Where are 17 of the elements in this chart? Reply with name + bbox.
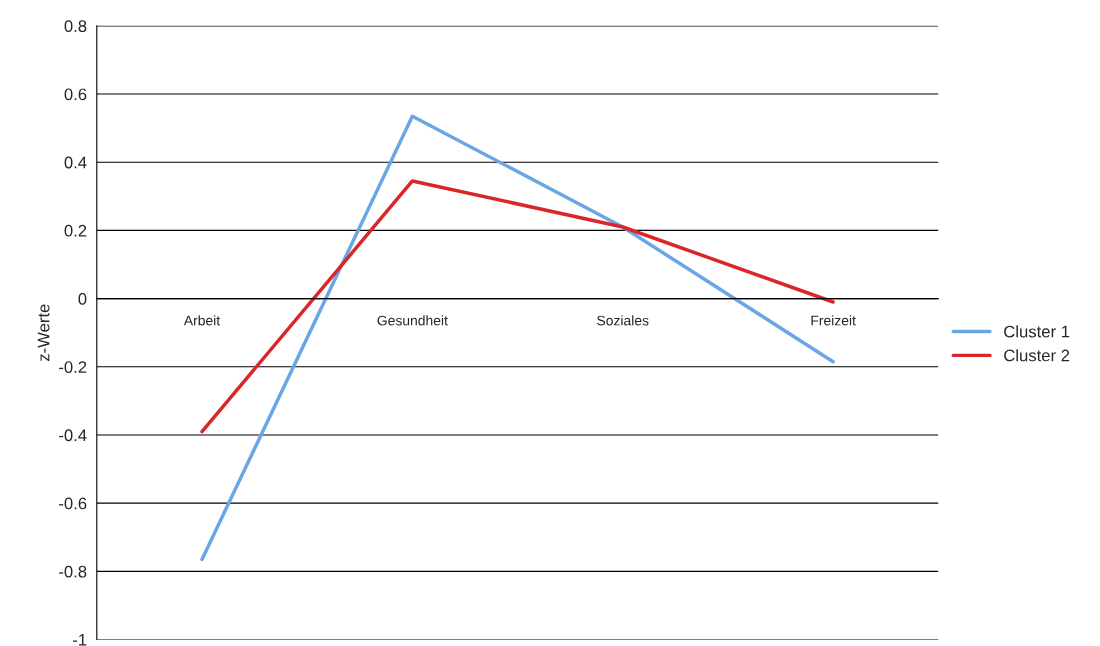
y-tick-label: -0.4 <box>59 429 87 442</box>
y-tick-label: -0.2 <box>59 361 87 373</box>
y-tick-label: 0.2 <box>64 224 87 237</box>
y-tick-label: -1 <box>73 634 87 646</box>
x-tick-label: Freizeit <box>811 315 856 326</box>
x-tick-label: Soziales <box>597 315 649 326</box>
x-tick-label: Gesundheit <box>377 315 448 326</box>
legend-label: Cluster 1 <box>1004 325 1070 338</box>
legend-label: Cluster 2 <box>1004 349 1070 362</box>
x-tick-label: Arbeit <box>183 315 221 326</box>
y-tick-label: -0.8 <box>59 565 87 578</box>
y-axis-title: z-Werte <box>37 304 50 362</box>
y-tick-label: 0 <box>78 293 87 305</box>
y-tick-label: -0.6 <box>59 497 87 510</box>
y-tick-label: 0.4 <box>64 156 87 169</box>
y-tick-label: 0.6 <box>64 88 87 101</box>
y-tick-label: 0.8 <box>64 20 87 33</box>
